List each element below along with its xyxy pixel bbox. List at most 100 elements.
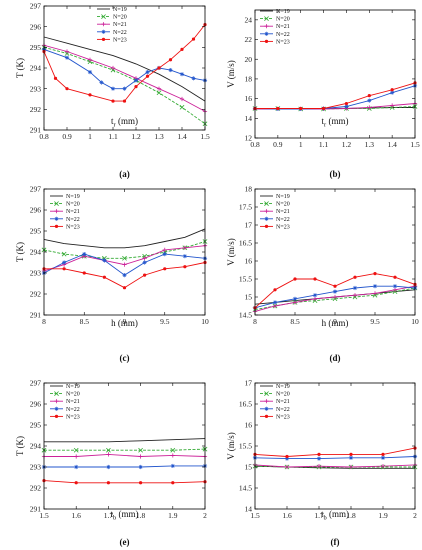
- x-axis-label: h (mm): [322, 318, 349, 328]
- data-point: [317, 452, 321, 456]
- data-point: [122, 99, 127, 103]
- data-point: [299, 106, 303, 111]
- x-tick-label: 10: [201, 317, 209, 326]
- data-point: [74, 464, 79, 470]
- series-line-1: [43, 36, 206, 102]
- y-tick-label: 294: [30, 442, 42, 451]
- y-tick-label: 293: [30, 84, 42, 93]
- data-point: [106, 481, 110, 485]
- data-point: [122, 86, 127, 91]
- data-point: [111, 99, 115, 103]
- data-point: [143, 273, 147, 277]
- y-tick-label: 291: [30, 505, 42, 514]
- data-point: [316, 456, 322, 461]
- plot-frame: [254, 9, 416, 139]
- x-axis-label-unit: (mm): [116, 509, 138, 519]
- legend-marker: [54, 391, 59, 396]
- x-tick-label: 8: [253, 317, 257, 326]
- legend-marker: [101, 14, 106, 19]
- data-point: [106, 447, 111, 453]
- x-tick-label: 1.2: [131, 132, 141, 141]
- data-point: [82, 252, 87, 257]
- legend-entry: N=22: [113, 30, 127, 36]
- y-tick-label: 16.5: [239, 239, 252, 248]
- x-tick-label: 0.8: [250, 140, 260, 149]
- legend-entry: N=21: [66, 399, 80, 405]
- y-tick-label: 14: [245, 505, 253, 514]
- y-tick-label: 291: [30, 126, 42, 135]
- panel-label: (d): [330, 353, 341, 363]
- data-point: [157, 66, 161, 70]
- data-point: [348, 455, 354, 460]
- legend-entry: N=23: [113, 37, 127, 43]
- series-line-2: [254, 465, 415, 468]
- data-point: [381, 452, 385, 456]
- legend-marker: [54, 414, 59, 418]
- data-point: [392, 284, 398, 289]
- data-point: [273, 288, 277, 292]
- legend: N=19 N=20N=21 N=22N=23: [260, 384, 290, 420]
- data-point: [285, 454, 289, 459]
- y-tick-label: 17.5: [239, 203, 252, 212]
- y-axis-label: V (m/s): [226, 238, 236, 266]
- x-tick-label: 1.5: [410, 140, 420, 149]
- legend-entry: N=23: [66, 224, 80, 230]
- data-point: [284, 464, 290, 470]
- legend: N=19 N=20N=21 N=22N=23: [97, 7, 127, 43]
- series-line-4: [43, 48, 206, 90]
- data-point: [142, 260, 147, 265]
- data-point: [122, 273, 127, 278]
- legend-entry: N=20: [66, 392, 80, 398]
- legend-entry: N=20: [66, 202, 80, 208]
- data-point: [134, 85, 138, 89]
- data-point: [316, 464, 322, 469]
- y-tick-label: 293: [30, 463, 42, 472]
- x-tick-label: 1.9: [168, 511, 178, 520]
- legend-entry: N=19: [276, 9, 290, 15]
- data-point: [168, 67, 173, 73]
- x-axis-label-subscript: r: [114, 122, 117, 129]
- data-point: [373, 272, 377, 276]
- x-axis-label-unit: (mm): [327, 509, 349, 519]
- x-axis-label-subscript: b: [113, 515, 116, 522]
- data-point: [102, 258, 107, 263]
- x-tick-label: 1.3: [154, 132, 164, 141]
- x-tick-label: 1.8: [136, 511, 146, 520]
- x-tick-label: 2: [413, 511, 417, 520]
- legend-entry: N=22: [276, 32, 290, 38]
- legend: N=19 N=20N=21 N=22N=23: [260, 9, 290, 45]
- data-point: [349, 452, 353, 456]
- x-axis-label: tr (mm): [111, 116, 138, 129]
- data-point: [393, 275, 397, 279]
- data-point: [170, 463, 175, 469]
- x-axis-label: tb (mm): [110, 509, 138, 522]
- x-tick-label: 1.4: [387, 140, 397, 149]
- data-point: [73, 447, 79, 453]
- legend-entry: N=21: [276, 24, 290, 30]
- legend-marker: [264, 406, 269, 411]
- y-tick-label: 16.5: [239, 400, 252, 409]
- x-tick-label: 8.5: [80, 317, 90, 326]
- data-point: [142, 256, 147, 261]
- data-point: [372, 291, 378, 296]
- data-point: [171, 481, 175, 485]
- data-point: [122, 255, 127, 261]
- y-tick-label: 295: [30, 227, 42, 236]
- data-point: [99, 80, 104, 85]
- chart-panel-6: 1.5 1.6 1.7 1.8 1.9 2 14 14.5 15 15.5 16 16.5 17 tb (…: [226, 379, 418, 547]
- y-tick-label: 24: [245, 15, 253, 24]
- legend-marker: [54, 406, 59, 411]
- data-point: [139, 481, 143, 485]
- legend-marker: [264, 224, 269, 228]
- x-axis-label: tb (mm): [321, 509, 349, 522]
- data-point: [180, 47, 184, 52]
- data-point: [156, 90, 162, 96]
- data-point: [344, 101, 349, 106]
- data-point: [352, 293, 358, 298]
- x-tick-label: 9: [333, 317, 337, 326]
- data-point: [156, 86, 162, 91]
- data-point: [88, 93, 92, 97]
- legend-marker: [264, 16, 269, 21]
- data-point: [87, 70, 93, 75]
